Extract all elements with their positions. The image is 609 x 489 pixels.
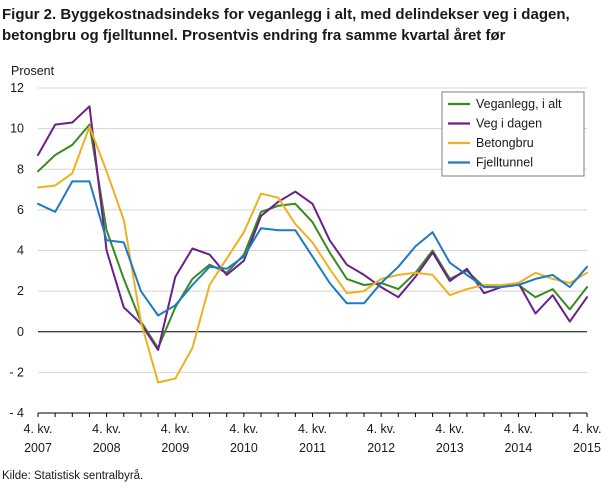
x-tick-label: 4. kv. [229, 422, 258, 436]
x-tick-label: 4. kv. [161, 422, 190, 436]
y-tick-label: 6 [17, 203, 24, 217]
x-tick-label: 4. kv. [24, 422, 53, 436]
x-tick-label-year: 2007 [24, 441, 52, 455]
series-line-2 [37, 105, 588, 351]
source-note: Kilde: Statistisk sentralbyrå. [2, 470, 144, 482]
x-tick-label: 4. kv. [504, 422, 533, 436]
axis-layer: Prosent - 4 - 2 0 2 4 6 8 10 12 4. kv. 2007 4. kv. 20… [9, 64, 601, 455]
x-tick-label-year: 2011 [299, 441, 326, 455]
legend-label: Veganlegg, i alt [476, 97, 562, 111]
x-tick-label-year: 2009 [161, 441, 189, 455]
series-layer [37, 105, 588, 384]
y-tick-label: 4 [17, 244, 24, 258]
y-tick-label: - 2 [9, 365, 24, 379]
x-tick-label: 4. kv. [573, 422, 602, 436]
x-tick-label-year: 2015 [573, 441, 601, 455]
x-tick-label-year: 2012 [367, 441, 395, 455]
x-tick-label: 4. kv. [92, 422, 121, 436]
y-tick-label: 8 [17, 162, 24, 176]
y-axis-label: Prosent [11, 64, 55, 78]
x-tick-label-year: 2014 [504, 441, 532, 455]
y-tick-label: 10 [10, 122, 24, 136]
chart-title: Figur 2. Byggekostnadsindeks for veganle… [2, 6, 570, 44]
x-tick-label-year: 2010 [230, 441, 258, 455]
series-line-3 [37, 125, 588, 384]
legend-label: Betongbru [476, 136, 534, 150]
legend-label: Fjelltunnel [476, 156, 533, 170]
x-tick-label: 4. kv. [435, 422, 464, 436]
y-tick-label: 2 [17, 284, 24, 298]
legend-label: Veg i dagen [476, 117, 542, 131]
y-tick-label: 12 [10, 81, 24, 95]
legend: Veganlegg, i alt Veg i dagen Betongbru Fjel… [441, 91, 585, 177]
x-tick-label-year: 2013 [436, 441, 464, 455]
series-line-4 [37, 180, 588, 317]
y-tick-label: 0 [17, 325, 24, 339]
x-tick-label: 4. kv. [367, 422, 396, 436]
x-tick-label-year: 2008 [93, 441, 121, 455]
y-tick-label: - 4 [9, 406, 24, 420]
x-tick-label: 4. kv. [298, 422, 327, 436]
